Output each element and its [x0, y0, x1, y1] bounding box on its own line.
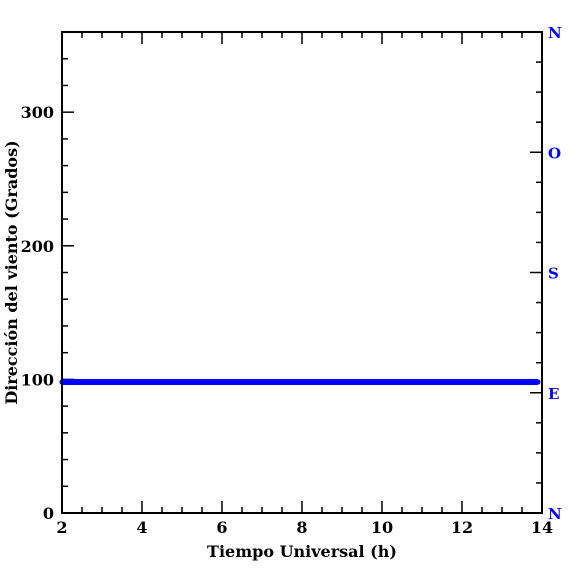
- series-point: [499, 379, 505, 385]
- series-point: [139, 379, 145, 385]
- right-tick-label: S: [548, 265, 559, 283]
- right-tick-label: N: [548, 24, 562, 42]
- series-point: [279, 379, 285, 385]
- series-point: [79, 379, 85, 385]
- series-point: [479, 379, 485, 385]
- right-tick-label: O: [548, 144, 561, 162]
- x-tick-label: 10: [371, 518, 393, 537]
- series-point: [219, 379, 225, 385]
- series-point: [535, 379, 541, 385]
- series-point: [299, 379, 305, 385]
- series-point: [319, 379, 325, 385]
- series-point: [519, 379, 525, 385]
- series-layer: [59, 379, 541, 386]
- series-point: [359, 379, 365, 385]
- x-tick-label: 14: [531, 518, 553, 537]
- x-tick-label: 12: [451, 518, 473, 537]
- x-tick-label: 2: [56, 518, 67, 537]
- series-point: [379, 379, 385, 385]
- y-tick-label: 100: [21, 370, 54, 389]
- y-axis-title: Dirección del viento (Grados): [2, 140, 21, 404]
- x-axis-title: Tiempo Universal (h): [207, 542, 397, 561]
- y-tick-label: 0: [43, 504, 54, 523]
- series-point: [259, 379, 265, 385]
- series-point: [119, 379, 125, 385]
- plot-frame: [61, 31, 543, 514]
- y-tick-label: 300: [21, 103, 54, 122]
- right-tick-label: E: [548, 385, 559, 403]
- series-point: [439, 379, 445, 385]
- right-tick-label: N: [548, 505, 562, 523]
- series-point: [179, 379, 185, 385]
- y-tick-label: 200: [21, 237, 54, 256]
- series-point: [399, 379, 405, 385]
- series-point: [159, 379, 165, 385]
- x-tick-label: 4: [136, 518, 147, 537]
- series-point: [419, 379, 425, 385]
- labels-layer: 2 4 6 8 10 12 14 0 100 200 300 N E S O N: [21, 24, 562, 537]
- series-point: [339, 379, 345, 385]
- x-tick-label: 6: [216, 518, 227, 537]
- series-point: [99, 379, 105, 385]
- x-tick-label: 8: [296, 518, 307, 537]
- series-point: [459, 379, 465, 385]
- series-point: [199, 379, 205, 385]
- ticks-layer: [61, 31, 543, 514]
- series-point: [239, 379, 245, 385]
